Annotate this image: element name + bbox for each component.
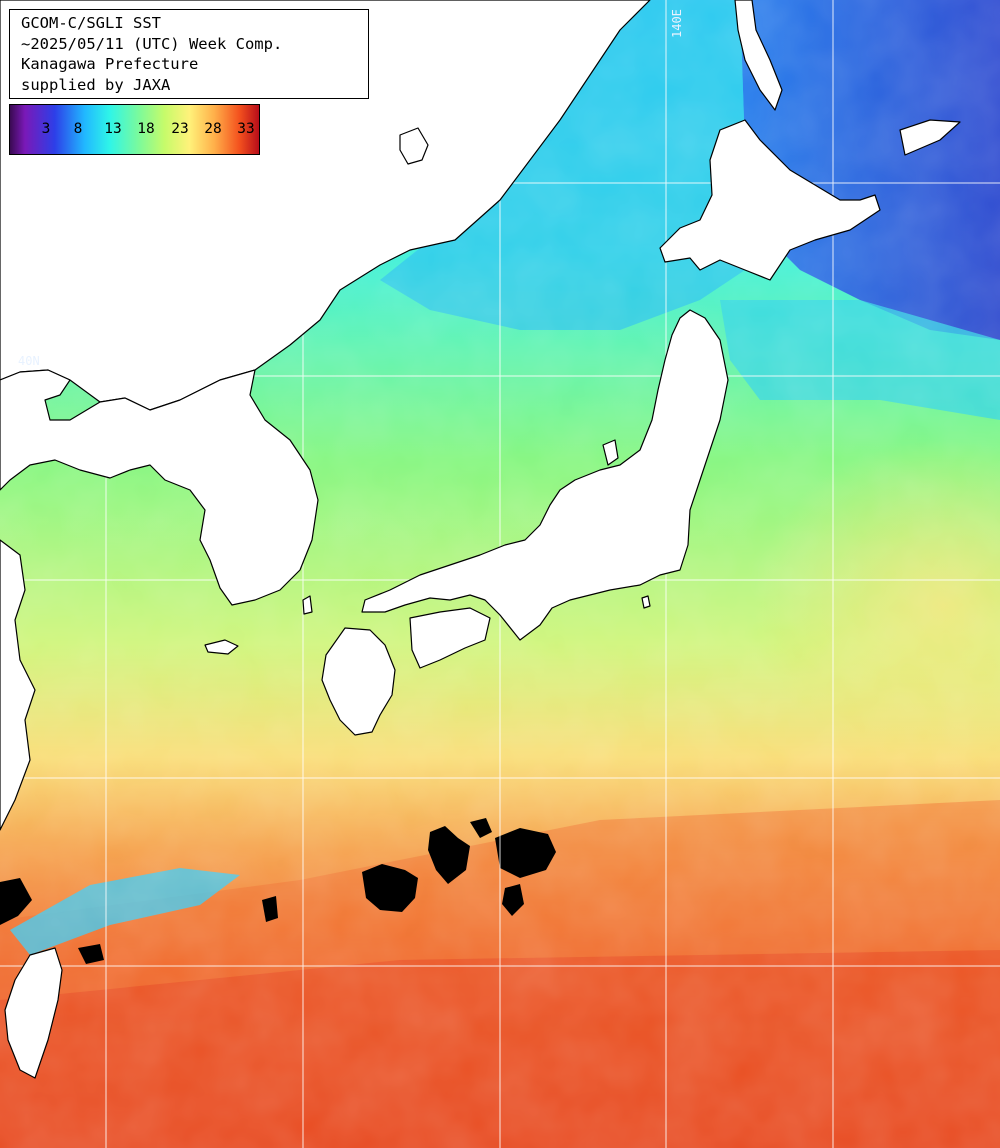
land-tsushima [302,595,313,615]
land-taiwan [4,947,63,1079]
longitude-label: 140E [670,9,684,38]
land-korea-china [0,369,319,606]
land-hokkaido [659,119,881,281]
land-honshu [361,309,729,641]
cloud-mask [0,818,556,964]
colorbar-tick-3: 3 [41,121,51,137]
colorbar-tick-33: 33 [237,121,255,137]
land-rishiri [399,127,429,165]
land [0,0,961,1079]
land-sado [602,439,619,466]
title-region: Kanagawa Prefecture [21,55,199,73]
land-shikoku [409,607,491,669]
colorbar-tick-18: 18 [137,121,155,137]
title-date: ~2025/05/11 (UTC) Week Comp. [21,34,283,53]
colorbar-tick-13: 13 [104,121,122,137]
title-credit: supplied by JAXA [21,75,171,94]
colorbar-tick-23: 23 [171,121,189,137]
colorbar-tick-28: 28 [204,121,222,137]
land-izu-islands [641,595,651,609]
land-china-east-coast [0,539,36,831]
land-kuril [899,119,961,156]
land-cheju [204,639,239,655]
latitude-label: 40N [18,354,40,368]
land-kyushu [321,627,396,736]
title-box: GCOM-C/SGLI SST ~2025/05/11 (UTC) Week C… [9,9,369,99]
title-product: GCOM-C/SGLI SST [21,14,161,32]
colorbar-tick-8: 8 [73,121,83,137]
sst-colorbar: 3 8 13 18 23 28 33 [9,104,260,155]
land-sakhalin [734,0,783,111]
